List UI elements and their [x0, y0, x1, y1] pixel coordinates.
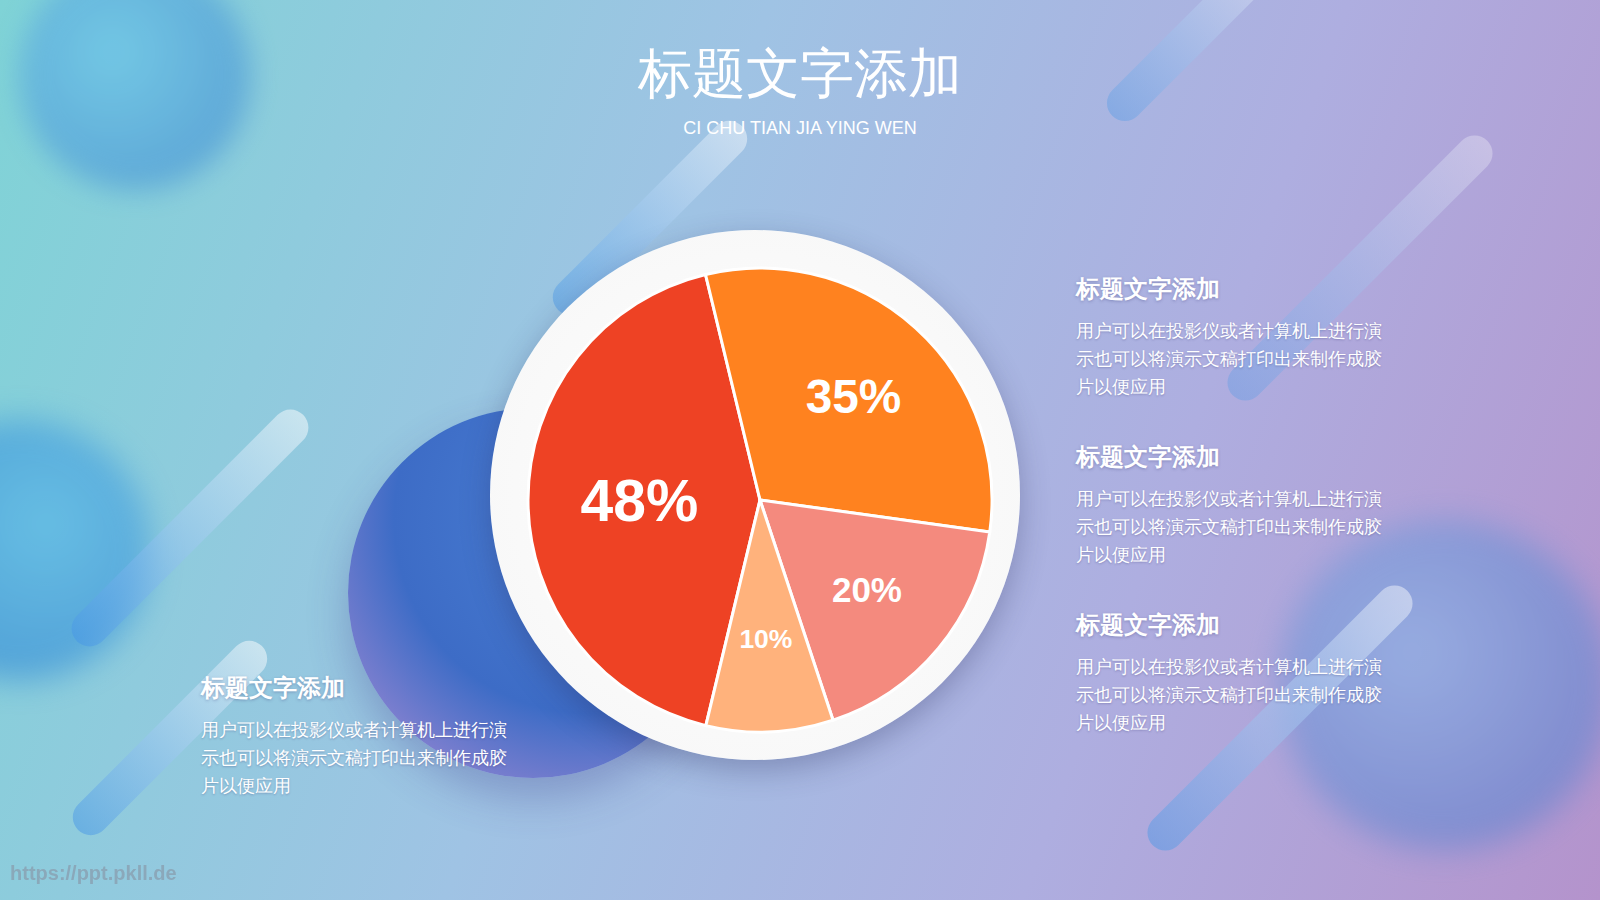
html-text:标题文字添加: 标题文字添加: [1076, 443, 1220, 470]
svg-text:48%: 48%: [581, 468, 699, 533]
svg-text:20%: 20%: [832, 570, 902, 609]
html-text:标题文字添加: 标题文字添加: [201, 674, 345, 701]
html-text:标题文字添加: 标题文字添加: [1076, 611, 1220, 638]
svg-text:10%: 10%: [739, 624, 792, 654]
html-text:用户可以在投影仪或者计算机上进行演示也可以将演示文稿打印出来: 用户可以在投影仪或者计算机上进行演示也可以将演示文稿打印出来制作成胶片以便应用: [1076, 657, 1382, 733]
html-text:用户可以在投影仪或者计算机上进行演示也可以将演示文稿打印出来: 用户可以在投影仪或者计算机上进行演示也可以将演示文稿打印出来制作成胶片以便应用: [201, 720, 507, 796]
html-text:标题文字添加: 标题文字添加: [1076, 275, 1220, 302]
html-text:用户可以在投影仪或者计算机上进行演示也可以将演示文稿打印出来: 用户可以在投影仪或者计算机上进行演示也可以将演示文稿打印出来制作成胶片以便应用: [1076, 489, 1382, 565]
html-text:用户可以在投影仪或者计算机上进行演示也可以将演示文稿打印出来: 用户可以在投影仪或者计算机上进行演示也可以将演示文稿打印出来制作成胶片以便应用: [1076, 321, 1382, 397]
svg-text:35%: 35%: [806, 370, 902, 423]
html-text:https://ppt.pkll.de: https://ppt.pkll.de: [10, 862, 177, 884]
html-text:CI CHU TIAN JIA YING WEN: CI CHU TIAN JIA YING WEN: [683, 118, 917, 138]
html-text:标题文字添加: 标题文字添加: [638, 43, 962, 103]
